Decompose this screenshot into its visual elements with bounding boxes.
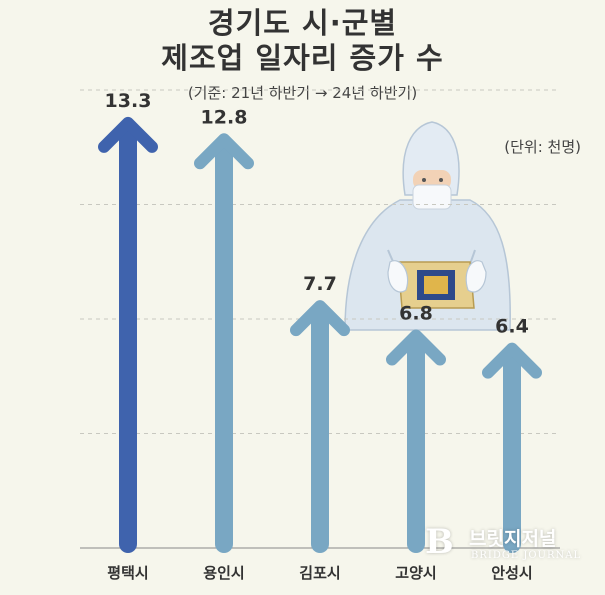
watermark-logo: B: [425, 522, 454, 562]
value-label: 7.7: [303, 273, 337, 295]
x-tick-labels: 평택시 용인시 김포시 고양시 안성시: [107, 564, 532, 582]
bar: [482, 342, 542, 553]
unit-label: (단위: 천명): [504, 138, 581, 156]
watermark-name-en: BRIDGE JOURNAL: [471, 550, 582, 561]
chart-title: 경기도 시·군별 제조업 일자리 증가 수: [0, 6, 605, 76]
bar: [386, 329, 446, 553]
x-tick-label: 고양시: [395, 564, 436, 582]
x-tick-label: 용인시: [203, 564, 244, 582]
value-labels: 13.3 12.8 7.7 6.8 6.4: [105, 90, 529, 338]
value-label: 6.8: [399, 303, 433, 325]
bars: [98, 116, 542, 553]
worker-illustration: [344, 121, 511, 331]
bar: [194, 133, 254, 553]
value-label: 6.4: [495, 316, 529, 338]
chart-subtitle: (기준: 21년 하반기 → 24년 하반기): [187, 84, 418, 102]
title-line-1: 경기도 시·군별: [207, 6, 398, 40]
x-tick-label: 김포시: [299, 564, 340, 582]
watermark: B 브릿지저널 BRIDGE JOURNAL: [425, 520, 600, 570]
bar: [98, 116, 158, 553]
x-tick-label: 안성시: [491, 564, 532, 582]
watermark-name: 브릿지저널: [469, 528, 557, 550]
title-line-2: 제조업 일자리 증가 수: [161, 41, 444, 75]
value-label: 13.3: [105, 90, 152, 112]
bar: [290, 300, 350, 553]
value-label: 12.8: [201, 106, 248, 128]
x-tick-label: 평택시: [107, 564, 148, 582]
